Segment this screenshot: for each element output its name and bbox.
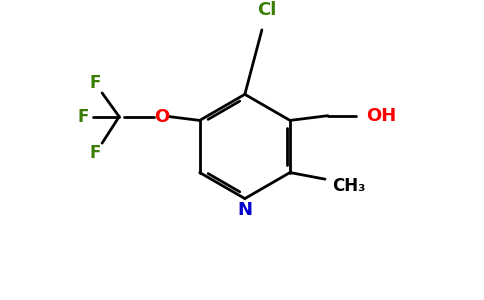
Text: F: F xyxy=(90,144,101,162)
Text: O: O xyxy=(154,108,169,126)
Text: Cl: Cl xyxy=(257,1,276,19)
Text: F: F xyxy=(90,74,101,92)
Text: CH₃: CH₃ xyxy=(332,177,365,195)
Text: N: N xyxy=(237,201,252,219)
Text: F: F xyxy=(77,108,89,126)
Text: OH: OH xyxy=(366,107,396,125)
